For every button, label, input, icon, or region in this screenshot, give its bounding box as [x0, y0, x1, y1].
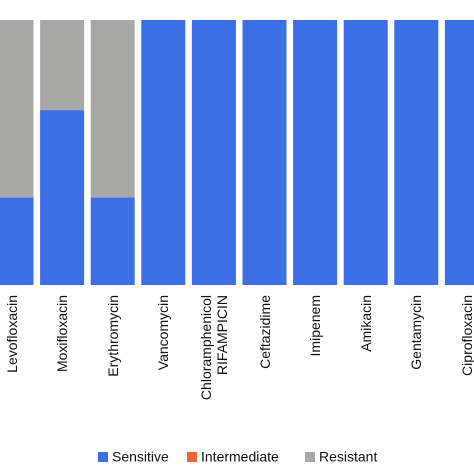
x-tick-label: Levofloxacin — [3, 295, 20, 373]
bar-segment — [0, 20, 34, 198]
bar-segment — [191, 20, 236, 285]
bar-segment — [242, 20, 287, 285]
legend-label: Resistant — [319, 449, 377, 465]
bar-segment — [90, 20, 135, 198]
bar-segment — [0, 197, 34, 285]
bar-segment — [293, 20, 338, 285]
bar-segment — [40, 110, 85, 285]
x-tick-label: Amikacin — [357, 295, 374, 352]
bar-segment — [394, 20, 439, 285]
legend-swatch — [187, 452, 197, 462]
bar-segment — [343, 20, 388, 285]
legend-label: Intermediate — [201, 449, 279, 465]
x-tick-label: Erythromycin — [104, 295, 121, 377]
x-tick-label: Gentamycin — [408, 295, 425, 370]
legend-swatch — [98, 452, 108, 462]
bar-segment — [444, 20, 474, 285]
x-tick-label: Moxifloxacin — [54, 295, 71, 373]
x-tick-label: Vancomycin — [155, 295, 172, 371]
x-tick-label: Imipenem — [307, 295, 324, 357]
bar-segment — [141, 20, 186, 285]
x-tick-label: Chloramphenicol RIFAMPICIN — [197, 295, 230, 401]
legend-label: Sensitive — [112, 449, 169, 465]
bar-segment — [40, 20, 85, 111]
x-tick-label: Ceftazidime — [256, 295, 273, 369]
bar-segment — [90, 197, 135, 285]
legend-swatch — [305, 452, 315, 462]
x-tick-label: Ciprofloxacin — [458, 295, 474, 376]
